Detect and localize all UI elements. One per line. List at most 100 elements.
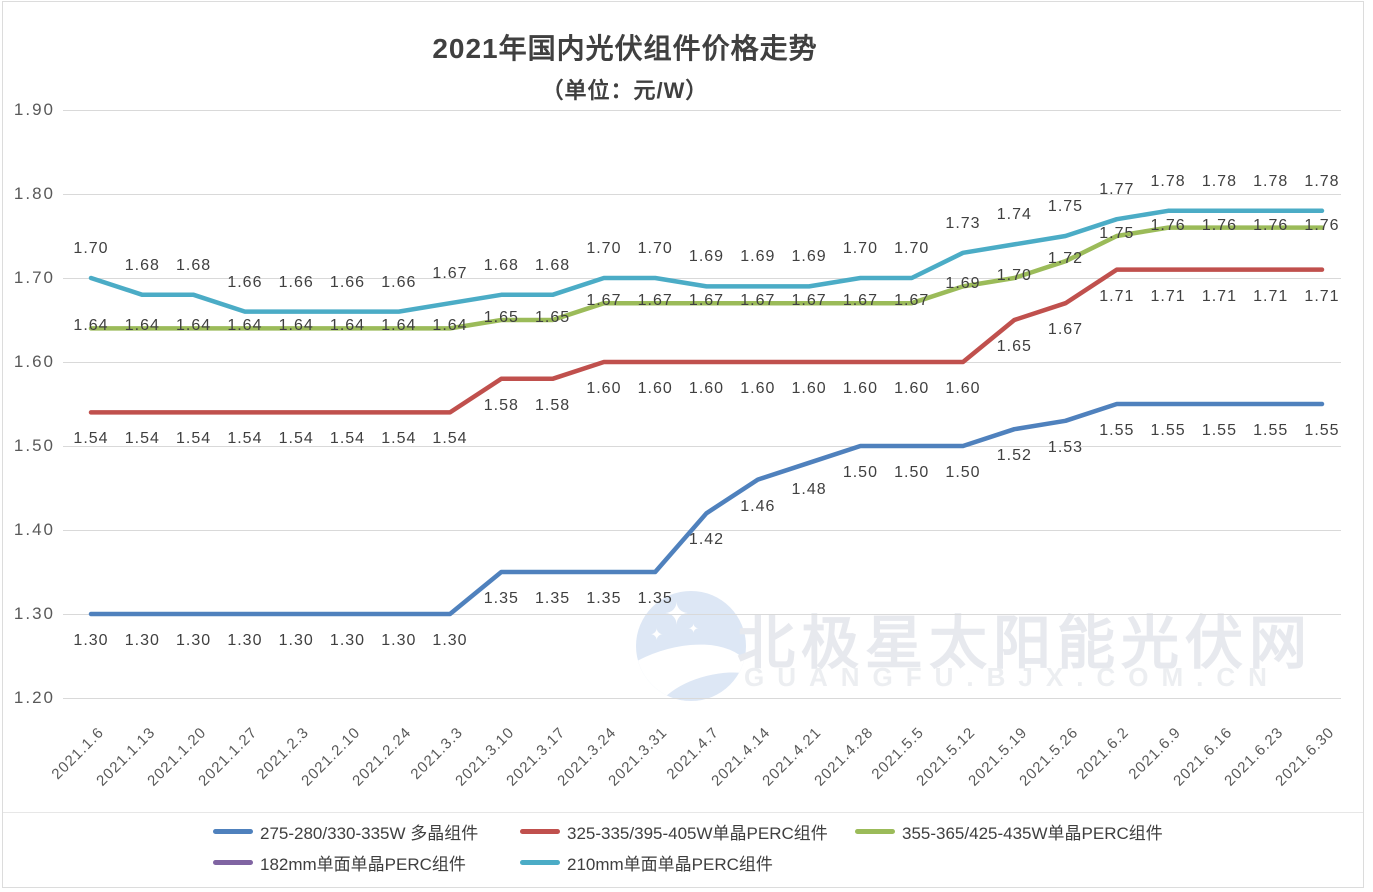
legend-swatch-icon	[855, 828, 895, 834]
data-label: 1.55	[1150, 422, 1186, 439]
legend-item-1: 325-335/395-405W单晶PERC组件	[520, 819, 855, 843]
legend-label: 182mm单面单晶PERC组件	[260, 854, 466, 874]
data-label: 1.55	[1201, 422, 1237, 439]
data-label: 1.54	[73, 430, 109, 448]
gridline	[63, 698, 1341, 699]
y-tick-label: 1.70	[13, 268, 55, 287]
data-label: 1.70	[73, 240, 109, 257]
data-label: 1.69	[791, 248, 827, 266]
data-label: 1.66	[381, 273, 417, 291]
data-label: 1.55	[1099, 422, 1135, 439]
data-label: 1.78	[1150, 172, 1186, 190]
data-label: 1.60	[637, 380, 673, 397]
data-label: 1.65	[483, 309, 519, 326]
data-label: 1.70	[637, 240, 673, 257]
data-label: 1.68	[176, 256, 212, 274]
data-label: 1.42	[688, 531, 725, 549]
data-label: 1.70	[894, 240, 930, 257]
data-label: 1.67	[740, 292, 776, 310]
y-tick-label: 1.90	[13, 100, 55, 119]
data-label: 1.30	[73, 632, 109, 649]
data-label: 1.60	[791, 380, 827, 397]
legend-item-4: 210mm单面单晶PERC组件	[520, 850, 855, 874]
chart-subtitle: （单位：元/W）	[541, 78, 709, 103]
y-tick-label: 1.40	[13, 520, 55, 539]
data-label: 1.68	[535, 256, 571, 274]
y-tick-label: 1.50	[13, 436, 55, 455]
data-label: 1.30	[432, 632, 468, 649]
chart-title: 2021年国内光伏组件价格走势	[432, 33, 818, 64]
data-label: 1.30	[227, 632, 263, 649]
title-block: 2021年国内光伏组件价格走势 （单位：元/W）	[0, 27, 1250, 105]
x-tick-label: 2021.6.2	[1073, 724, 1133, 783]
data-label: 1.30	[381, 632, 417, 649]
data-label: 1.50	[945, 464, 981, 481]
gridline	[63, 194, 1341, 195]
data-label: 1.55	[1304, 422, 1340, 439]
data-label: 1.67	[894, 292, 930, 310]
data-label: 1.67	[432, 265, 468, 283]
data-label: 1.67	[688, 292, 725, 310]
gridline	[63, 362, 1341, 363]
data-label: 1.52	[996, 447, 1032, 465]
data-label: 1.68	[483, 256, 519, 274]
data-label: 1.64	[124, 317, 160, 335]
data-label: 1.65	[535, 309, 571, 326]
legend-item-0: 275-280/330-335W 多晶组件	[213, 819, 520, 843]
legend-label: 275-280/330-335W 多晶组件	[260, 823, 479, 843]
data-label: 1.54	[227, 430, 263, 448]
watermark-url: GUANGFU.BJX.COM.CN	[744, 662, 1280, 692]
data-label: 1.68	[124, 256, 160, 274]
data-label: 1.60	[945, 380, 981, 397]
data-label: 1.75	[1047, 198, 1084, 215]
data-label: 1.60	[688, 380, 725, 397]
data-label: 1.35	[586, 590, 622, 607]
data-label: 1.66	[227, 273, 263, 291]
legend-swatch-icon	[520, 828, 560, 834]
data-label: 1.70	[586, 240, 622, 257]
legend-item-2: 355-365/425-435W单晶PERC组件	[855, 819, 1275, 843]
data-label: 1.69	[688, 248, 725, 266]
data-label: 1.69	[945, 275, 981, 293]
data-label: 1.64	[432, 317, 468, 335]
data-label: 1.50	[842, 464, 878, 481]
chart-bottom-separator	[3, 812, 1363, 813]
data-label: 1.60	[894, 380, 930, 397]
data-label: 1.54	[124, 430, 160, 448]
data-label: 1.30	[176, 632, 212, 649]
data-label: 1.54	[329, 430, 366, 448]
data-label: 1.67	[842, 292, 878, 310]
data-label: 1.71	[1201, 287, 1237, 305]
data-label: 1.50	[894, 464, 930, 481]
data-label: 1.75	[1099, 225, 1135, 242]
legend-label: 355-365/425-435W单晶PERC组件	[902, 823, 1163, 843]
watermark-text: 北极星太阳能光伏网	[737, 611, 1314, 676]
data-label: 1.48	[791, 480, 827, 498]
data-label: 1.78	[1201, 172, 1237, 190]
data-label: 1.70	[842, 240, 878, 257]
data-label: 1.78	[1304, 172, 1340, 190]
data-label: 1.67	[586, 292, 622, 310]
data-label: 1.76	[1150, 216, 1186, 234]
data-label: 1.46	[740, 497, 776, 515]
data-label: 1.76	[1304, 216, 1340, 234]
data-label: 1.69	[740, 248, 776, 266]
legend-item-3: 182mm单面单晶PERC组件	[213, 850, 520, 874]
data-label: 1.64	[278, 317, 314, 335]
data-label: 1.71	[1150, 287, 1186, 305]
data-label: 1.67	[1047, 321, 1084, 339]
data-label: 1.64	[329, 317, 366, 335]
data-label: 1.70	[996, 267, 1032, 284]
data-label: 1.64	[381, 317, 417, 335]
data-label: 1.66	[329, 273, 366, 291]
data-label: 1.71	[1253, 287, 1289, 305]
data-label: 1.35	[483, 590, 519, 607]
data-label: 1.54	[278, 430, 314, 448]
data-label: 1.76	[1201, 216, 1237, 234]
data-label: 1.58	[483, 396, 519, 414]
data-label: 1.66	[278, 273, 314, 291]
data-label: 1.30	[124, 632, 160, 649]
data-label: 1.77	[1099, 181, 1135, 199]
data-label: 1.53	[1047, 438, 1084, 456]
legend: 275-280/330-335W 多晶组件 325-335/395-405W单晶P…	[213, 819, 1275, 874]
